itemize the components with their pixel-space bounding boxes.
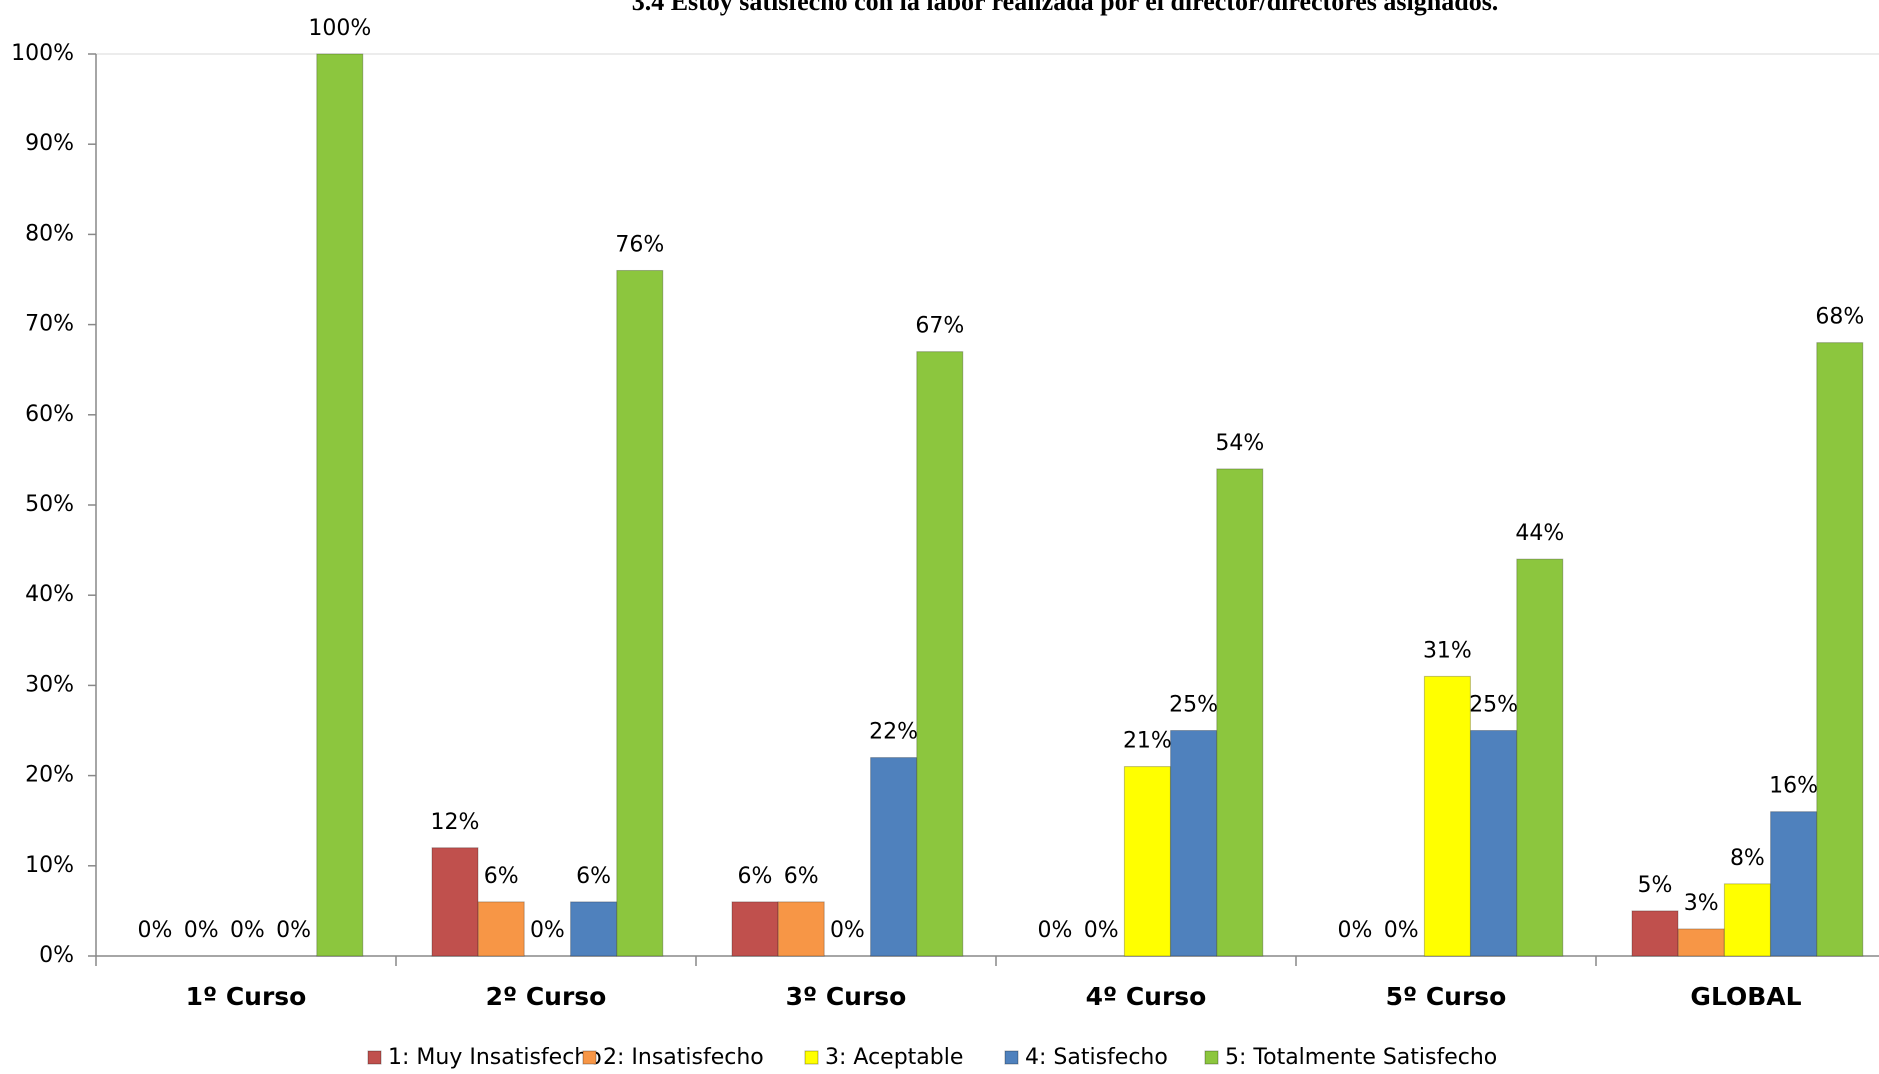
legend-swatch: [367, 1050, 382, 1065]
bar: [1631, 910, 1679, 957]
value-label: 3%: [1684, 891, 1719, 916]
value-label: 76%: [615, 232, 664, 257]
legend-swatch: [1204, 1050, 1219, 1065]
y-tick-label: 60%: [25, 402, 74, 427]
value-label: 5%: [1638, 873, 1673, 898]
bar: [1170, 730, 1218, 957]
value-label: 0%: [1084, 918, 1119, 943]
legend-label: 5: Totalmente Satisfecho: [1225, 1045, 1497, 1070]
x-tick-label: 3º Curso: [786, 982, 907, 1011]
value-label: 67%: [915, 314, 964, 339]
value-label: 54%: [1215, 431, 1264, 456]
bar: [1216, 468, 1264, 957]
bar: [1723, 883, 1771, 957]
y-tick-label: 20%: [25, 763, 74, 788]
bar: [1516, 558, 1564, 957]
value-label: 16%: [1769, 774, 1818, 799]
y-tick-label: 30%: [25, 672, 74, 697]
x-tick-label: 2º Curso: [486, 982, 607, 1011]
value-label: 25%: [1469, 693, 1518, 718]
value-label: 25%: [1169, 693, 1218, 718]
legend-label: 2: Insatisfecho: [603, 1045, 764, 1070]
legend-label: 1: Muy Insatisfecho: [388, 1045, 602, 1070]
value-label: 0%: [1384, 918, 1419, 943]
bar: [477, 901, 525, 957]
value-label: 0%: [1338, 918, 1373, 943]
bar: [616, 269, 664, 957]
bar: [870, 757, 918, 957]
y-tick-label: 40%: [25, 582, 74, 607]
y-tick-label: 50%: [25, 492, 74, 517]
bar: [1770, 811, 1818, 957]
value-label: 12%: [431, 810, 480, 835]
y-tick-label: 10%: [25, 853, 74, 878]
x-tick-label: 4º Curso: [1086, 982, 1207, 1011]
y-tick-label: 90%: [25, 131, 74, 156]
legend-swatch: [1004, 1050, 1019, 1065]
value-label: 0%: [230, 918, 265, 943]
bar: [916, 351, 964, 957]
bar: [1123, 766, 1171, 957]
value-label: 44%: [1515, 521, 1564, 546]
y-tick-label: 70%: [25, 312, 74, 337]
value-label: 0%: [138, 918, 173, 943]
bar: [1677, 928, 1725, 957]
value-label: 0%: [530, 918, 565, 943]
bar: [570, 901, 618, 957]
value-label: 8%: [1730, 846, 1765, 871]
y-tick-label: 80%: [25, 221, 74, 246]
value-label: 0%: [276, 918, 311, 943]
value-label: 21%: [1123, 729, 1172, 754]
bar: [777, 901, 825, 957]
value-label: 0%: [1038, 918, 1073, 943]
value-label: 100%: [308, 16, 371, 41]
bar: [731, 901, 779, 957]
legend-swatch: [582, 1050, 597, 1065]
x-tick-label: 5º Curso: [1386, 982, 1507, 1011]
value-label: 0%: [830, 918, 865, 943]
legend-swatch: [804, 1050, 819, 1065]
bar: [1423, 675, 1471, 957]
value-label: 0%: [184, 918, 219, 943]
bar: [1816, 342, 1864, 957]
y-tick-label: 0%: [39, 943, 74, 968]
bar: [316, 53, 364, 957]
chart-title: 3.4 Estoy satisfecho con la labor realiz…: [632, 0, 1499, 16]
value-label: 6%: [576, 864, 611, 889]
x-tick-label: 1º Curso: [186, 982, 307, 1011]
value-label: 6%: [738, 864, 773, 889]
legend-label: 3: Aceptable: [825, 1045, 963, 1070]
legend-label: 4: Satisfecho: [1025, 1045, 1168, 1070]
bar: [431, 847, 479, 957]
value-label: 22%: [869, 720, 918, 745]
value-label: 6%: [784, 864, 819, 889]
value-label: 6%: [484, 864, 519, 889]
value-label: 68%: [1815, 305, 1864, 330]
value-label: 31%: [1423, 638, 1472, 663]
x-tick-label: GLOBAL: [1690, 982, 1801, 1011]
bar: [1470, 730, 1518, 957]
y-tick-label: 100%: [11, 41, 74, 66]
